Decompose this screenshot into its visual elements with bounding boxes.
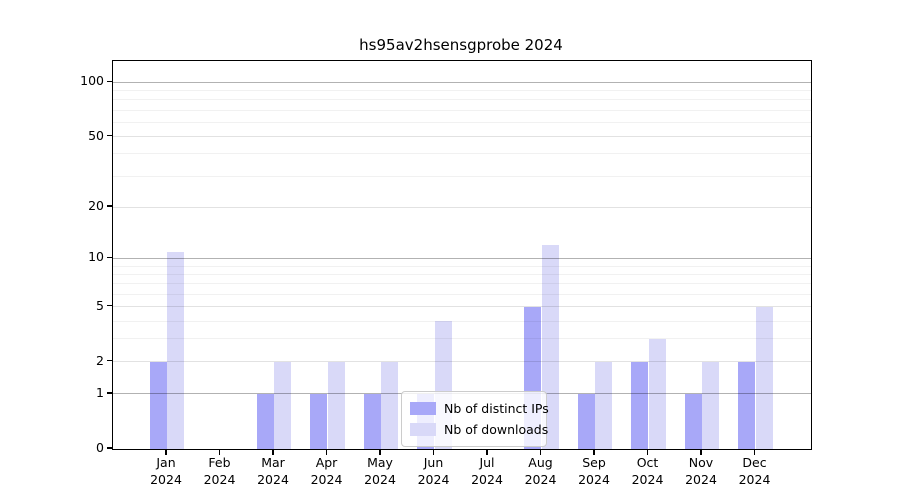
gridline-80 <box>113 99 811 101</box>
gridline-90 <box>113 90 811 92</box>
y-tick-mark <box>107 134 112 137</box>
x-tick-label: Aug 2024 <box>524 455 557 487</box>
gridline-4 <box>113 320 811 322</box>
gridline-3 <box>113 338 811 340</box>
bar-distinct-ips <box>363 393 381 449</box>
gridline-9 <box>113 265 811 267</box>
y-tick-label: 5 <box>96 297 104 313</box>
x-tick-mark <box>165 449 167 455</box>
x-tick-label: Mar 2024 <box>257 455 289 487</box>
gridline-30 <box>113 175 811 177</box>
gridline-8 <box>113 273 811 275</box>
chart-title: hs95av2hsensgprobe 2024 <box>359 36 563 54</box>
y-tick-label: 1 <box>96 384 104 400</box>
y-tick-mark <box>107 447 112 449</box>
x-tick-label: Jul 2024 <box>471 455 503 487</box>
x-tick-label: Jan 2024 <box>150 455 182 487</box>
y-tick-mark <box>107 205 112 207</box>
x-tick-mark <box>753 449 756 455</box>
bar-distinct-ips <box>310 393 328 449</box>
x-tick-label: Jun 2024 <box>417 455 450 487</box>
gridline-70 <box>113 109 811 111</box>
bar-distinct-ips <box>577 393 595 449</box>
x-tick-label: Nov 2024 <box>685 455 717 487</box>
legend-label-distinct-ips: Nb of distinct IPs <box>444 401 549 416</box>
gridline-7 <box>113 283 811 285</box>
bar-downloads <box>648 338 666 449</box>
bar-distinct-ips <box>149 361 167 449</box>
bar-distinct-ips <box>256 393 274 449</box>
x-tick-label: Sep 2024 <box>578 455 610 487</box>
gridline-5 <box>113 306 811 308</box>
y-tick-mark <box>107 304 112 307</box>
x-tick-mark <box>486 449 488 455</box>
y-tick-mark <box>107 360 112 362</box>
gridline-20 <box>113 206 811 208</box>
x-tick-mark <box>646 449 649 455</box>
x-tick-mark <box>379 449 381 455</box>
x-tick-mark <box>700 449 702 455</box>
x-tick-mark <box>272 449 274 455</box>
gridline-10 <box>113 257 811 259</box>
bar-downloads <box>167 251 185 449</box>
x-tick-label: May 2024 <box>364 455 396 487</box>
gridline-100 <box>113 81 811 83</box>
gridline-6 <box>113 293 811 295</box>
y-tick-label: 100 <box>80 73 104 89</box>
y-tick-mark <box>107 392 112 394</box>
x-tick-mark <box>432 449 435 455</box>
x-tick-label: Feb 2024 <box>203 455 236 487</box>
legend: Nb of distinct IPs Nb of downloads <box>401 391 549 447</box>
legend-swatch-distinct-ips <box>410 402 436 415</box>
x-tick-mark <box>325 449 328 455</box>
legend-item-distinct-ips: Nb of distinct IPs <box>410 398 549 419</box>
bar-downloads <box>702 361 720 449</box>
y-tick-mark <box>107 256 112 259</box>
plot-area: Nb of distinct IPs Nb of downloads <box>112 60 812 450</box>
legend-swatch-downloads <box>410 423 436 436</box>
gridline-60 <box>113 121 811 123</box>
bar-distinct-ips <box>684 393 702 449</box>
y-tick-label: 2 <box>96 352 104 368</box>
y-tick-mark <box>107 80 112 82</box>
bar-downloads <box>327 361 345 449</box>
bar-distinct-ips <box>738 361 756 449</box>
bar-downloads <box>595 361 613 449</box>
gridline-2 <box>113 361 811 363</box>
bar-distinct-ips <box>631 361 649 449</box>
legend-item-downloads: Nb of downloads <box>410 419 548 440</box>
gridline-40 <box>113 153 811 155</box>
x-tick-label: Apr 2024 <box>310 455 343 487</box>
x-tick-label: Oct 2024 <box>631 455 664 487</box>
bar-downloads <box>274 361 292 449</box>
x-tick-label: Dec 2024 <box>738 455 771 487</box>
bar-downloads <box>381 361 399 449</box>
gridline-50 <box>113 136 811 138</box>
x-tick-mark <box>539 449 542 455</box>
y-tick-label: 20 <box>88 198 104 214</box>
x-tick-mark <box>218 449 221 455</box>
legend-label-downloads: Nb of downloads <box>444 422 549 437</box>
y-tick-label: 10 <box>88 249 104 265</box>
y-tick-label: 50 <box>88 127 104 143</box>
x-tick-mark <box>593 449 595 455</box>
bar-downloads <box>755 306 773 449</box>
y-tick-label: 0 <box>96 440 104 455</box>
